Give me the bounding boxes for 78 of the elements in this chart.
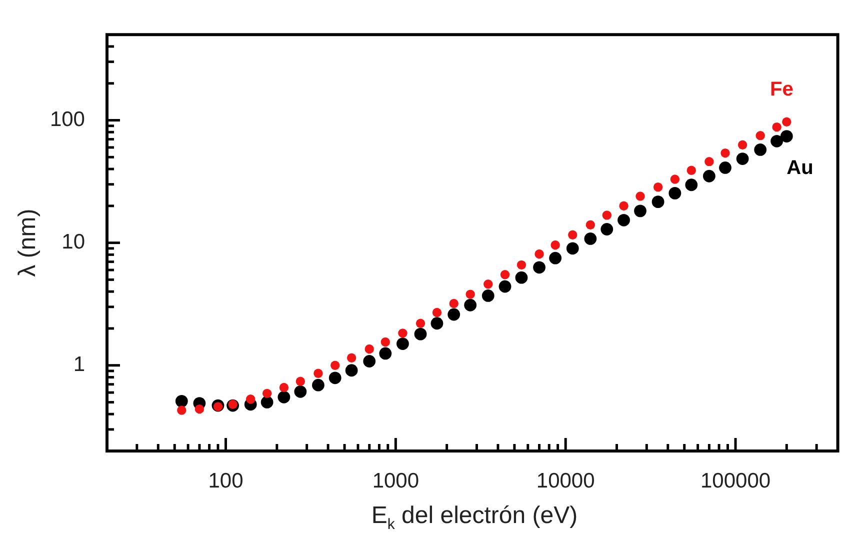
- point: [396, 338, 409, 350]
- point: [330, 360, 340, 370]
- point: [533, 261, 546, 274]
- point: [328, 372, 342, 384]
- point: [619, 201, 628, 211]
- point: [194, 404, 204, 414]
- x-tick-label: 100000: [700, 469, 771, 492]
- point: [246, 394, 256, 404]
- point: [482, 290, 494, 302]
- point: [653, 182, 663, 192]
- point: [314, 368, 323, 378]
- point: [380, 337, 390, 347]
- point: [484, 280, 493, 289]
- point: [550, 240, 560, 250]
- x-tick-label: 1000: [372, 469, 420, 492]
- point: [686, 166, 696, 175]
- point: [345, 364, 358, 377]
- point: [515, 271, 528, 284]
- point: [430, 317, 444, 330]
- point: [738, 140, 748, 150]
- point: [719, 162, 732, 174]
- point: [586, 220, 596, 230]
- point: [602, 210, 612, 220]
- point: [466, 290, 475, 299]
- point: [566, 242, 579, 255]
- point: [704, 156, 714, 166]
- point: [312, 378, 324, 392]
- x-tick-label: 10000: [536, 469, 595, 492]
- point: [279, 382, 289, 392]
- point: [568, 230, 578, 240]
- series-label: Au: [786, 156, 814, 179]
- point: [363, 355, 376, 368]
- point: [754, 144, 767, 156]
- point: [772, 122, 782, 132]
- point: [670, 174, 680, 184]
- point: [498, 280, 512, 293]
- point: [636, 192, 645, 201]
- point: [600, 223, 614, 236]
- point: [618, 214, 630, 226]
- point: [379, 347, 392, 360]
- point: [685, 178, 698, 192]
- point: [262, 388, 272, 398]
- x-tick-label: 100: [208, 469, 244, 492]
- point: [364, 344, 374, 354]
- point: [260, 396, 274, 408]
- point: [770, 134, 783, 148]
- point: [346, 353, 356, 363]
- point: [296, 376, 306, 386]
- point: [177, 406, 186, 415]
- point: [416, 318, 426, 328]
- point: [736, 152, 749, 165]
- y-tick-label: 1: [73, 353, 85, 376]
- point: [702, 170, 716, 182]
- point: [414, 328, 427, 340]
- point: [294, 385, 307, 398]
- point: [584, 232, 597, 245]
- point: [652, 196, 664, 208]
- point: [432, 308, 442, 318]
- point: [398, 328, 408, 338]
- point: [448, 308, 460, 321]
- series-label: Fe: [770, 78, 794, 100]
- point: [756, 130, 765, 140]
- point: [720, 148, 730, 158]
- y-tick-label: 100: [50, 108, 85, 132]
- point: [464, 298, 477, 312]
- point: [668, 186, 682, 200]
- y-tick-label: 10: [62, 230, 85, 254]
- y-axis-title: λ (nm): [14, 208, 42, 277]
- point: [500, 270, 510, 280]
- point: [516, 260, 526, 270]
- point: [175, 394, 188, 408]
- x-axis-title: E$_{k}$ del electrón (eV): [370, 502, 579, 533]
- point: [278, 390, 290, 404]
- point: [634, 204, 646, 218]
- point: [449, 298, 458, 308]
- point: [549, 252, 562, 264]
- point: [228, 400, 238, 410]
- point: [534, 249, 544, 259]
